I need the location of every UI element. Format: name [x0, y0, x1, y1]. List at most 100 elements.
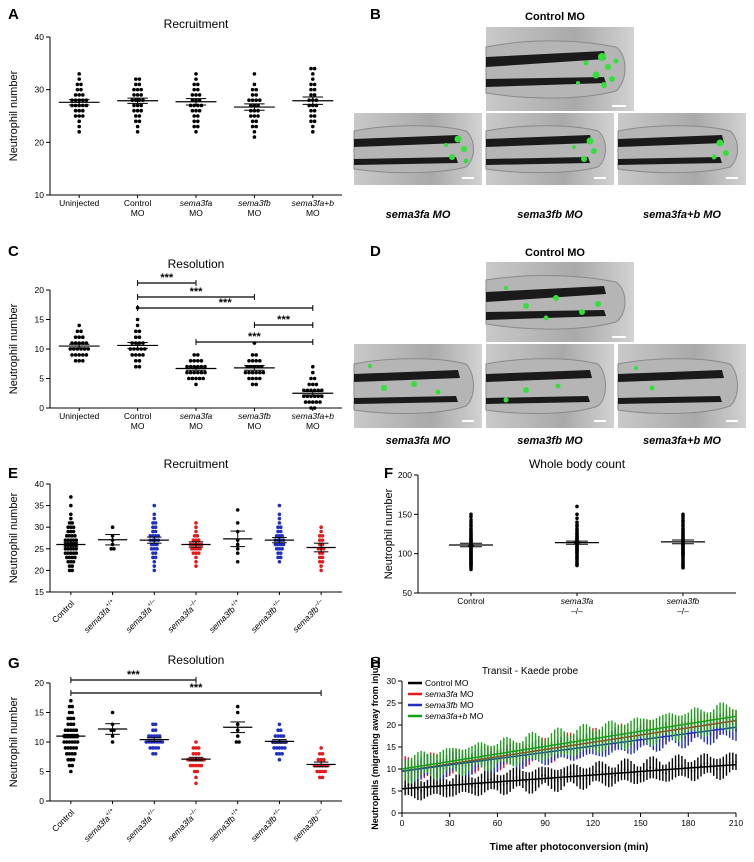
- data-point: [194, 538, 198, 542]
- data-point: [70, 353, 74, 357]
- panel-b-top-label: Control MO: [525, 11, 585, 23]
- data-point: [665, 772, 667, 775]
- data-point: [134, 77, 138, 81]
- data-point: [156, 746, 161, 750]
- data-point: [66, 722, 70, 727]
- y-tick-label: 0: [391, 808, 396, 818]
- data-point: [143, 347, 147, 351]
- data-point: [66, 728, 70, 732]
- data-point: [258, 376, 262, 381]
- micrograph-d-sema3fb: [485, 344, 614, 428]
- data-point: [250, 119, 255, 124]
- data-point: [277, 534, 282, 538]
- data-point: [196, 353, 200, 357]
- data-point: [70, 752, 75, 756]
- data-point: [67, 555, 72, 560]
- y-tick-label: 20: [387, 720, 397, 730]
- data-point: [84, 98, 89, 102]
- data-point: [252, 82, 257, 87]
- data-point: [151, 525, 155, 529]
- data-point: [235, 547, 240, 551]
- data-point: [477, 752, 480, 755]
- data-point: [192, 359, 196, 363]
- data-point: [272, 746, 276, 750]
- data-point: [278, 525, 283, 529]
- panel-d-top-label: Control MO: [525, 247, 585, 259]
- data-point: [69, 716, 73, 721]
- trend-line: [401, 719, 737, 772]
- y-tick-label: 5: [39, 374, 44, 384]
- micrograph-b-sema3fab: [617, 113, 746, 185]
- data-point: [566, 744, 569, 746]
- data-point: [77, 108, 81, 113]
- data-point: [199, 370, 204, 375]
- data-point: [137, 119, 142, 124]
- data-point: [541, 748, 543, 751]
- y-tick-label: 20: [35, 678, 45, 688]
- data-point: [67, 704, 72, 709]
- data-point: [67, 564, 72, 568]
- data-point: [73, 740, 77, 744]
- data-point: [280, 547, 284, 551]
- data-point: [317, 555, 322, 560]
- panel-letter-c: C: [8, 243, 19, 260]
- data-point: [69, 746, 73, 750]
- data-point: [79, 82, 83, 87]
- data-point: [626, 768, 629, 771]
- data-point: [423, 789, 426, 792]
- data-point: [254, 98, 258, 102]
- data-point: [528, 782, 531, 784]
- data-point: [70, 710, 75, 715]
- data-point: [317, 534, 322, 538]
- data-point: [67, 763, 72, 768]
- panel-letter-g: G: [8, 655, 20, 672]
- data-point: [149, 734, 154, 738]
- data-point: [309, 93, 313, 97]
- data-point: [464, 780, 467, 783]
- data-point: [69, 516, 73, 521]
- data-point: [69, 728, 73, 732]
- data-point: [579, 776, 582, 779]
- x-tick-label: sema3fb MO: [238, 411, 271, 431]
- data-point: [254, 370, 258, 375]
- data-point: [77, 335, 81, 340]
- data-point: [311, 72, 315, 76]
- data-point: [134, 359, 138, 363]
- data-point: [192, 124, 196, 129]
- legend-label: sema3fa MO: [425, 689, 474, 699]
- data-point: [439, 783, 442, 786]
- data-point: [151, 551, 155, 555]
- data-point: [531, 781, 534, 784]
- data-point: [258, 370, 262, 375]
- data-point: [277, 752, 282, 756]
- data-point: [518, 776, 521, 779]
- data-point: [461, 761, 464, 764]
- data-point: [512, 777, 515, 780]
- data-point: [192, 114, 196, 118]
- data-point: [67, 752, 72, 756]
- data-point: [681, 566, 685, 570]
- data-point: [278, 529, 283, 534]
- data-point: [696, 719, 699, 722]
- data-point: [277, 559, 282, 564]
- data-point: [192, 769, 197, 774]
- data-point: [277, 521, 282, 525]
- data-point: [247, 98, 251, 102]
- y-tick-label: 40: [35, 479, 45, 489]
- data-point: [139, 347, 143, 351]
- data-point: [461, 780, 464, 782]
- data-point: [633, 773, 636, 775]
- data-point: [199, 103, 204, 108]
- data-point: [153, 525, 158, 529]
- data-point: [235, 521, 240, 525]
- x-axis-label: Time after photoconversion (min): [490, 842, 649, 853]
- x-tick-label: sema3fa MO: [180, 198, 213, 218]
- data-point: [280, 746, 284, 750]
- data-point: [572, 772, 575, 775]
- series-green: [401, 702, 737, 784]
- data-point: [77, 77, 81, 81]
- data-point: [626, 735, 629, 738]
- data-point: [553, 741, 556, 744]
- data-point: [278, 728, 283, 732]
- data-point: [598, 770, 601, 773]
